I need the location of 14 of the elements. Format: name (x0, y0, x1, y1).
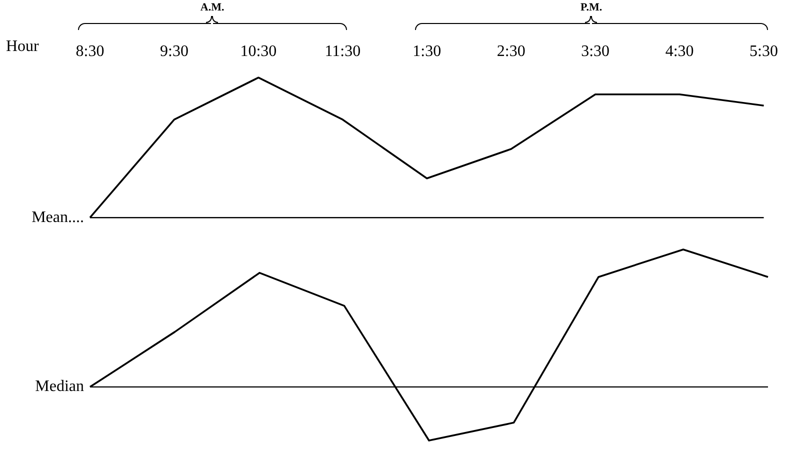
x-tick-label: 4:30 (665, 42, 694, 60)
x-tick-label: 11:30 (324, 42, 361, 60)
x-tick-label: 8:30 (76, 42, 104, 60)
x-tick-label: 1:30 (412, 42, 442, 60)
x-tick-label: 2:30 (496, 42, 526, 60)
x-tick-label: 5:30 (750, 42, 778, 60)
ref-line-label: Median (35, 378, 84, 396)
ref-line-label: Mean.... (32, 208, 84, 226)
text: P.M. (580, 1, 602, 14)
x-tick-label: 9:30 (160, 42, 188, 60)
x-tick-label: 3:30 (581, 42, 610, 60)
text: A.M. (200, 1, 224, 14)
x-axis-title: Hour (6, 38, 39, 56)
x-tick-label: 10:30 (240, 42, 277, 60)
